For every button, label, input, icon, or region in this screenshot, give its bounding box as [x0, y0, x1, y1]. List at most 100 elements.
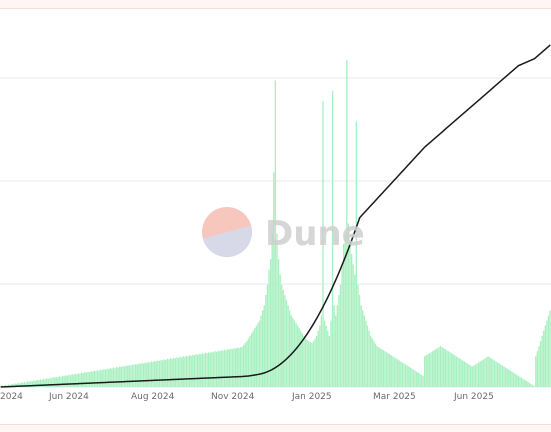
- bar: [39, 379, 42, 387]
- bar: [355, 121, 358, 387]
- bar: [179, 356, 181, 387]
- bar: [336, 305, 338, 387]
- bar: [23, 381, 26, 387]
- bar: [406, 365, 408, 387]
- bar: [306, 339, 308, 387]
- bar: [158, 360, 161, 387]
- bar: [28, 381, 30, 387]
- bar: [387, 353, 389, 387]
- bar: [350, 254, 353, 387]
- bar: [444, 349, 446, 387]
- bar: [396, 359, 399, 387]
- bar: [90, 371, 92, 387]
- bar: [341, 264, 343, 388]
- bar: [101, 370, 103, 387]
- bar: [358, 295, 361, 387]
- bar: [512, 372, 515, 387]
- bar: [130, 365, 132, 387]
- bar: [438, 347, 440, 387]
- bar: [371, 338, 373, 387]
- bar: [425, 355, 427, 387]
- bar: [222, 350, 224, 387]
- bar: [104, 369, 107, 387]
- bar: [481, 360, 483, 387]
- bar: [450, 353, 453, 387]
- bar: [384, 351, 386, 387]
- bar: [193, 355, 196, 387]
- bar: [543, 330, 545, 387]
- bar: [382, 350, 385, 387]
- bar: [393, 357, 396, 387]
- bar: [482, 359, 485, 387]
- bar: [147, 361, 150, 387]
- bar: [339, 284, 342, 387]
- bar: [79, 373, 81, 387]
- bar: [401, 362, 404, 388]
- bar: [312, 341, 315, 387]
- bar: [22, 382, 24, 387]
- bar: [427, 354, 429, 387]
- bar: [279, 274, 281, 387]
- bar: [241, 347, 243, 387]
- bar: [0, 385, 2, 387]
- bar: [150, 361, 153, 387]
- bar: [531, 384, 534, 387]
- bar: [117, 367, 119, 387]
- bar: [244, 343, 246, 387]
- bar: [365, 320, 367, 387]
- x-tick-label: Jun 2024: [48, 392, 89, 402]
- bar: [504, 367, 507, 387]
- bar: [520, 377, 523, 387]
- bar: [403, 363, 405, 387]
- bar: [182, 356, 184, 387]
- bar: [420, 374, 423, 387]
- bar: [319, 325, 321, 387]
- bar: [50, 378, 53, 387]
- bar: [417, 372, 419, 387]
- bar: [134, 364, 137, 387]
- bar: [215, 351, 218, 387]
- bar: [203, 353, 205, 387]
- bar: [80, 372, 83, 387]
- bar: [230, 348, 232, 387]
- bar: [346, 60, 348, 387]
- bar: [208, 352, 210, 387]
- bar: [49, 377, 51, 387]
- bar: [487, 356, 489, 387]
- bar: [400, 361, 402, 387]
- bar: [389, 354, 391, 387]
- bar: [304, 338, 307, 387]
- bar: [271, 233, 273, 387]
- bar: [390, 355, 392, 387]
- bar: [26, 381, 29, 387]
- x-tick-label: Jun 2025: [453, 392, 494, 402]
- bar: [458, 358, 461, 387]
- bar: [174, 358, 177, 387]
- x-axis-labels: 2024 Jun 2024 Aug 2024 Nov 2024 Jan 2025…: [0, 392, 494, 402]
- bar: [176, 357, 178, 387]
- bar: [157, 360, 159, 387]
- bar: [131, 364, 134, 387]
- bar: [366, 325, 369, 387]
- bar: [73, 374, 75, 387]
- dune-logo-icon: [202, 207, 252, 257]
- bar: [155, 361, 157, 387]
- bar: [206, 353, 208, 387]
- bar: [52, 377, 54, 387]
- bar: [398, 360, 400, 387]
- bar: [395, 358, 397, 387]
- bar: [373, 341, 375, 387]
- bar: [263, 305, 265, 387]
- bar: [74, 373, 76, 387]
- bar: [25, 382, 27, 387]
- bar: [433, 350, 435, 387]
- bar: [295, 323, 297, 387]
- bar: [541, 335, 543, 387]
- bar: [516, 374, 518, 387]
- bar: [258, 320, 261, 387]
- bar: [285, 300, 288, 387]
- bar: [20, 382, 22, 387]
- bar: [198, 353, 200, 387]
- bar: [419, 373, 421, 387]
- bar: [69, 375, 72, 387]
